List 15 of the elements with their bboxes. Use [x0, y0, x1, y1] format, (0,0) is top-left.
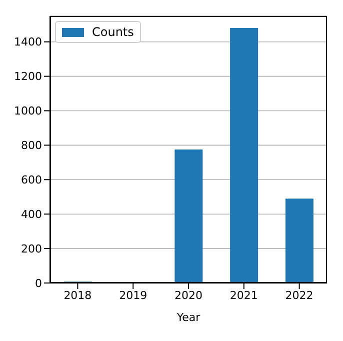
- x-axis-title: Year: [176, 311, 201, 324]
- y-tick-label: 1200: [14, 70, 42, 84]
- x-tick-label: 2021: [230, 288, 258, 302]
- x-tick-label: 2018: [64, 288, 92, 302]
- legend-label: Counts: [92, 25, 134, 39]
- y-tick-label: 200: [21, 242, 42, 256]
- y-tick-label: 600: [21, 174, 42, 187]
- y-tick-label: 1000: [14, 104, 42, 118]
- y-tick-label: 1400: [14, 36, 42, 49]
- x-tick-label: 2019: [119, 288, 148, 302]
- y-tick-label: 800: [21, 139, 42, 152]
- x-tick-label: 2022: [285, 288, 314, 302]
- x-tick-label: 2020: [174, 288, 202, 302]
- y-tick-label: 400: [21, 208, 42, 221]
- y-tick-label: 0: [35, 276, 42, 290]
